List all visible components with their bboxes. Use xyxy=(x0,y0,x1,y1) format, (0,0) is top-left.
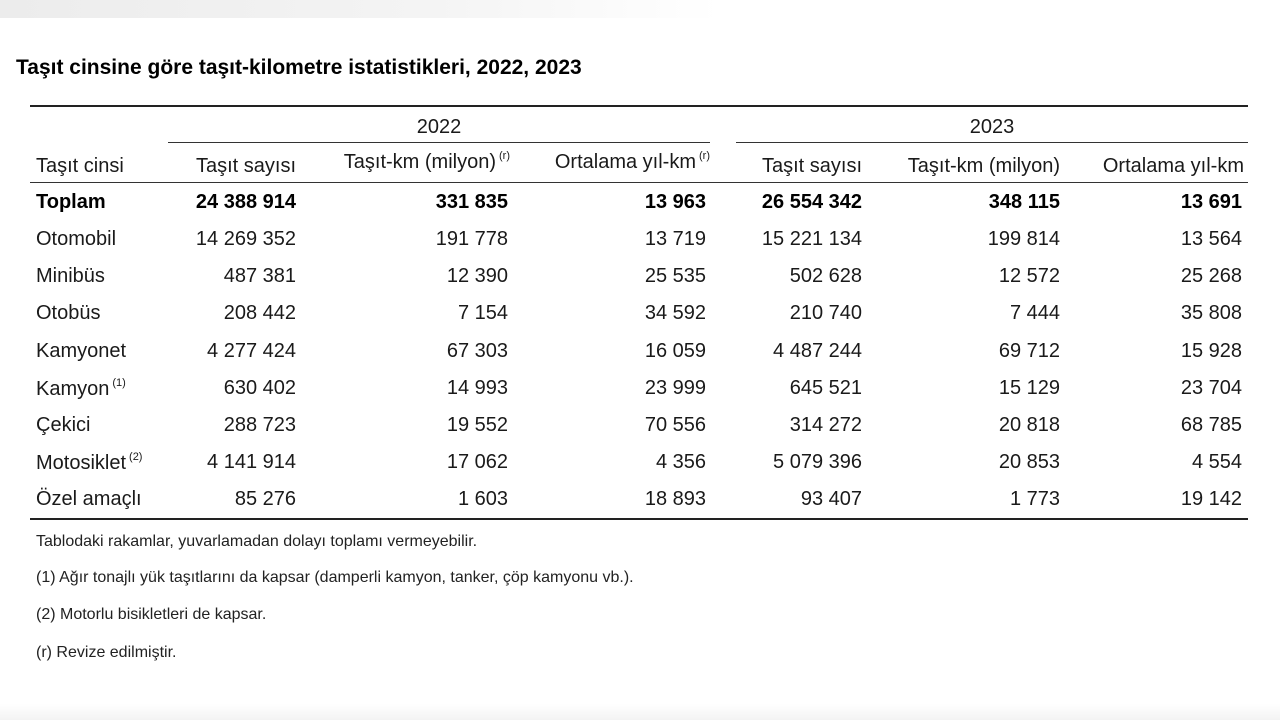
row-name-label: Kamyon xyxy=(36,378,110,400)
cell-avg-2023: 25 268 xyxy=(1180,265,1242,287)
row-name: Toplam xyxy=(36,191,106,213)
year-rule-2022 xyxy=(168,142,710,143)
cell-count-2022: 4 277 424 xyxy=(207,340,296,362)
note-footnote-2: (2) Motorlu bisikletleri de kapsar. xyxy=(36,606,267,623)
row-name: Özel amaçlı xyxy=(36,488,142,510)
cell-km-2022: 191 778 xyxy=(435,228,508,250)
cell-count-2023: 15 221 134 xyxy=(761,228,862,250)
cell-km-2022: 19 552 xyxy=(446,414,508,436)
top-shadow xyxy=(0,0,720,18)
cell-avg-2023: 4 554 xyxy=(1191,451,1242,473)
cell-km-2023: 7 444 xyxy=(1009,302,1060,324)
cell-avg-2022: 70 556 xyxy=(644,414,706,436)
col-header-km-2022: Taşıt-km (milyon) (r) xyxy=(300,150,510,174)
cell-km-2023: 12 572 xyxy=(998,265,1060,287)
revised-mark: (r) xyxy=(499,150,510,162)
cell-count-2022: 24 388 914 xyxy=(195,191,296,213)
cell-avg-2023: 35 808 xyxy=(1180,302,1242,324)
cell-avg-2023: 15 928 xyxy=(1180,340,1242,362)
cell-km-2023: 348 115 xyxy=(988,191,1060,213)
cell-avg-2022: 16 059 xyxy=(644,340,706,362)
note-rounding: Tablodaki rakamlar, yuvarlamadan dolayı … xyxy=(36,533,478,550)
bottom-shadow xyxy=(0,704,1280,720)
revised-mark: (r) xyxy=(699,150,710,162)
cell-km-2022: 14 993 xyxy=(446,377,508,399)
cell-km-2023: 199 814 xyxy=(987,228,1060,250)
cell-km-2023: 15 129 xyxy=(998,377,1060,399)
cell-km-2022: 1 603 xyxy=(457,488,508,510)
cell-count-2023: 93 407 xyxy=(800,488,862,510)
cell-avg-2023: 68 785 xyxy=(1180,414,1242,436)
cell-avg-2023: 13 691 xyxy=(1180,191,1242,213)
col-header-km-2023: Taşıt-km (milyon) xyxy=(907,155,1060,177)
col-header-count-2023: Taşıt sayısı xyxy=(761,155,862,177)
cell-km-2023: 69 712 xyxy=(998,340,1060,362)
header-rule xyxy=(30,182,1248,183)
top-rule xyxy=(30,105,1248,107)
col-header-km-2022-label: Taşıt-km (milyon) xyxy=(343,151,496,173)
row-name: Otomobil xyxy=(36,228,117,250)
row-name: Motosiklet (2) xyxy=(36,451,142,475)
cell-avg-2022: 34 592 xyxy=(644,302,706,324)
cell-count-2023: 210 740 xyxy=(789,302,862,324)
cell-count-2022: 14 269 352 xyxy=(195,228,296,250)
cell-km-2022: 7 154 xyxy=(457,302,508,324)
table-title: Taşıt cinsine göre taşıt-kilometre istat… xyxy=(16,56,582,79)
cell-km-2023: 1 773 xyxy=(1009,488,1060,510)
cell-avg-2022: 13 719 xyxy=(644,228,706,250)
year-header-2023: 2023 xyxy=(969,116,1015,138)
note-footnote-1: (1) Ağır tonajlı yük taşıtlarını da kaps… xyxy=(36,569,634,586)
row-name: Kamyonet xyxy=(36,340,127,362)
cell-count-2023: 4 487 244 xyxy=(773,340,862,362)
cell-km-2023: 20 853 xyxy=(998,451,1060,473)
cell-km-2022: 331 835 xyxy=(435,191,508,213)
col-header-avg-2023: Ortalama yıl-km xyxy=(1102,155,1244,177)
col-header-count-2022: Taşıt sayısı xyxy=(195,155,296,177)
cell-avg-2023: 19 142 xyxy=(1180,488,1242,510)
row-name-label: Motosiklet xyxy=(36,452,127,474)
cell-count-2022: 85 276 xyxy=(234,488,296,510)
col-header-avg-2022-label: Ortalama yıl-km xyxy=(554,151,696,173)
cell-avg-2022: 4 356 xyxy=(655,451,706,473)
cell-count-2022: 487 381 xyxy=(223,265,296,287)
cell-km-2022: 67 303 xyxy=(446,340,508,362)
cell-count-2023: 5 079 396 xyxy=(773,451,862,473)
cell-avg-2023: 13 564 xyxy=(1180,228,1242,250)
row-name: Çekici xyxy=(36,414,91,436)
cell-count-2023: 26 554 342 xyxy=(761,191,862,213)
cell-count-2023: 645 521 xyxy=(789,377,862,399)
cell-count-2023: 502 628 xyxy=(789,265,862,287)
footnote-mark: (1) xyxy=(112,377,126,389)
cell-avg-2023: 23 704 xyxy=(1180,377,1242,399)
row-name: Minibüs xyxy=(36,265,105,287)
year-header-2022: 2022 xyxy=(416,116,462,138)
cell-count-2022: 4 141 914 xyxy=(207,451,296,473)
cell-km-2022: 12 390 xyxy=(446,265,508,287)
row-name: Otobüs xyxy=(36,302,101,324)
row-name: Kamyon (1) xyxy=(36,377,126,401)
cell-avg-2022: 18 893 xyxy=(644,488,706,510)
cell-count-2022: 630 402 xyxy=(223,377,296,399)
cell-avg-2022: 23 999 xyxy=(644,377,706,399)
cell-avg-2022: 13 963 xyxy=(644,191,706,213)
year-rule-2023 xyxy=(736,142,1248,143)
col-header-type: Taşıt cinsi xyxy=(36,155,124,177)
cell-count-2022: 288 723 xyxy=(223,414,296,436)
cell-avg-2022: 25 535 xyxy=(644,265,706,287)
cell-km-2023: 20 818 xyxy=(998,414,1060,436)
bottom-rule xyxy=(30,518,1248,520)
cell-count-2022: 208 442 xyxy=(223,302,296,324)
col-header-avg-2022: Ortalama yıl-km (r) xyxy=(510,150,710,174)
note-revised: (r) Revize edilmiştir. xyxy=(36,644,177,661)
cell-count-2023: 314 272 xyxy=(789,414,862,436)
cell-km-2022: 17 062 xyxy=(446,451,508,473)
footnote-mark: (2) xyxy=(129,451,143,463)
